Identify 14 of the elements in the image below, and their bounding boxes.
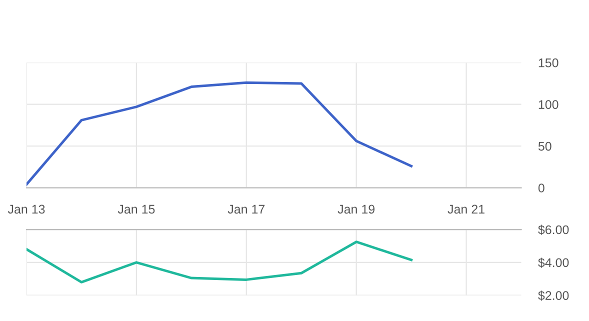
y-tick-label: 100 [538, 100, 558, 109]
y-tick-label: $2.00 [538, 290, 569, 301]
line-series [26, 240, 413, 284]
y-tick-label: 150 [538, 58, 558, 68]
x-tick-label: Jan 13 [8, 204, 45, 214]
y-tick-label: $6.00 [538, 224, 569, 235]
y-tick-label: $4.00 [538, 258, 569, 268]
y-tick-label: 50 [538, 142, 552, 151]
y-tick-label: 0 [538, 184, 544, 192]
line-series [26, 81, 413, 186]
x-tick-label: Jan 17 [228, 204, 265, 214]
x-tick-label: Jan 21 [448, 204, 484, 214]
x-tick-label: Jan 15 [118, 204, 155, 214]
x-tick-label: Jan 19 [338, 204, 375, 214]
